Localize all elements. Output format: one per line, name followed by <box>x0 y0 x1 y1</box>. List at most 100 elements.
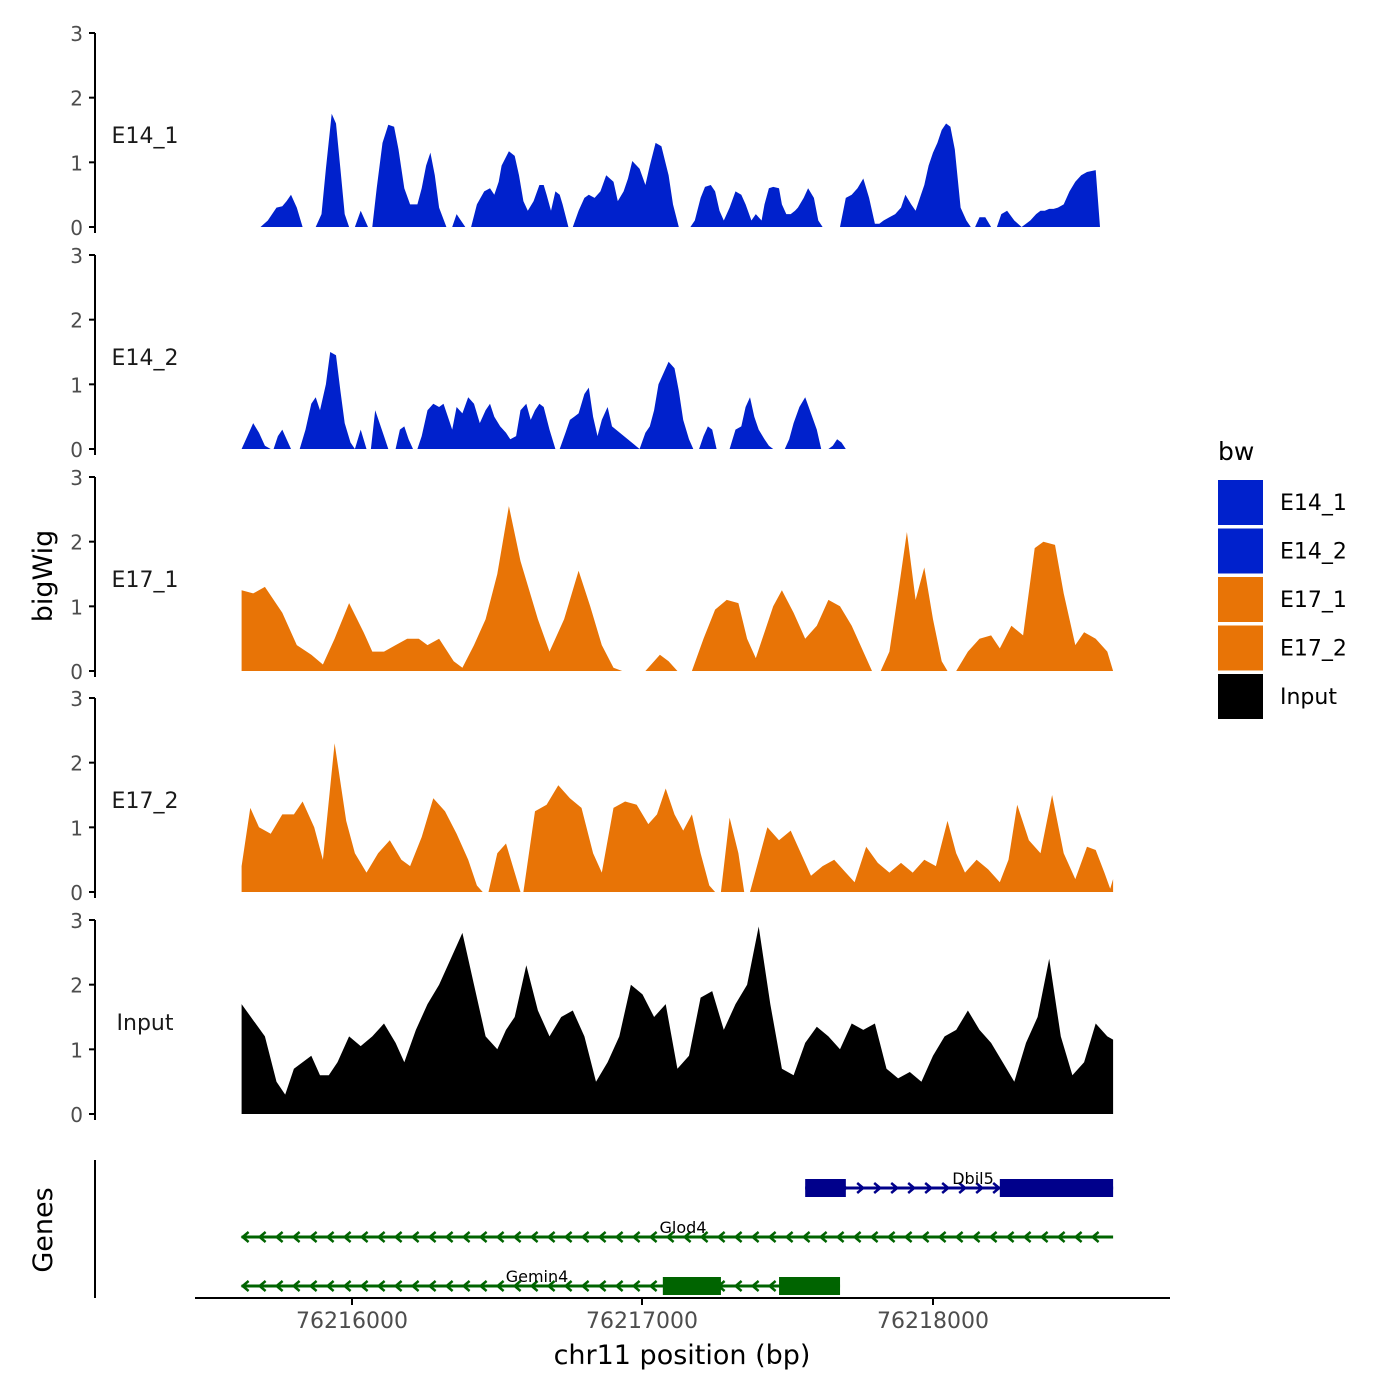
gene-label: Dbil5 <box>952 1169 994 1188</box>
track-Input: 0 1 2 3 Input <box>70 909 1114 1127</box>
legend-label: Input <box>1280 685 1337 710</box>
x-tick-label: 76217000 <box>586 1309 698 1334</box>
y-tick-label: 3 <box>70 22 83 46</box>
track-label: E17_1 <box>112 568 179 593</box>
strand-arrow <box>376 1231 386 1243</box>
strand-arrow <box>580 1231 590 1243</box>
strand-arrow <box>495 1231 505 1243</box>
y-tick-label: 3 <box>70 687 83 711</box>
y-tick-label: 1 <box>70 373 83 397</box>
y-tick-label: 1 <box>70 816 83 840</box>
track-E17_1: 0 1 2 3 E17_1 <box>70 466 1114 684</box>
strand-arrow <box>682 1231 692 1243</box>
strand-arrow <box>427 1231 437 1243</box>
y-tick-label: 1 <box>70 595 83 619</box>
x-tick-label: 76218000 <box>877 1309 989 1334</box>
exon-block <box>999 1179 1114 1197</box>
strand-arrow <box>631 1280 641 1292</box>
strand-arrow <box>325 1231 335 1243</box>
strand-arrow <box>563 1231 573 1243</box>
strand-arrow <box>342 1231 352 1243</box>
strand-arrow <box>988 1231 998 1243</box>
legend: bw E14_1 E14_2 E17_1 E17_2 Input <box>1218 437 1347 719</box>
legend-title: bw <box>1218 437 1254 466</box>
gene-Glod4: Glod4 <box>240 1218 1114 1243</box>
strand-arrow <box>359 1280 369 1292</box>
strand-arrow <box>427 1280 437 1292</box>
strand-arrow <box>444 1231 454 1243</box>
y-tick-label: 2 <box>70 752 83 776</box>
strand-arrow <box>1005 1231 1015 1243</box>
y-tick-label: 0 <box>70 881 83 905</box>
genes-axis-title: Genes <box>28 1187 59 1272</box>
strand-arrow <box>941 1182 951 1194</box>
strand-arrow <box>873 1182 883 1194</box>
tracks-layer: 0 1 2 3 E14_1 0 1 2 3 E14_2 0 1 2 3 E17_1 0 1 2 3 E17_2 0 1 2 3… <box>70 22 1114 1127</box>
strand-arrow <box>907 1182 917 1194</box>
strand-arrow <box>342 1280 352 1292</box>
strand-arrow <box>954 1231 964 1243</box>
strand-arrow <box>920 1231 930 1243</box>
strand-arrow <box>393 1280 403 1292</box>
strand-arrow <box>580 1280 590 1292</box>
track-area-E17_2 <box>241 743 1114 892</box>
strand-arrow <box>444 1280 454 1292</box>
genes-layer: Dbil5 Glod4 Gemin4 <box>94 1160 1114 1298</box>
strand-arrow <box>733 1280 743 1292</box>
strand-arrow <box>975 1182 985 1194</box>
strand-arrow <box>359 1231 369 1243</box>
strand-arrow <box>274 1231 284 1243</box>
y-tick-label: 3 <box>70 244 83 268</box>
legend-swatch <box>1218 674 1263 719</box>
strand-arrow <box>958 1182 968 1194</box>
strand-arrow <box>478 1280 488 1292</box>
strand-arrow <box>291 1231 301 1243</box>
gene-Dbil5: Dbil5 <box>805 1169 1114 1197</box>
strand-arrow <box>750 1231 760 1243</box>
strand-arrow <box>597 1280 607 1292</box>
gene-Gemin4: Gemin4 <box>240 1267 841 1295</box>
legend-swatch <box>1218 528 1263 574</box>
track-label: Input <box>117 1011 174 1036</box>
strand-arrow <box>648 1280 658 1292</box>
strand-arrow <box>869 1231 879 1243</box>
track-E17_2: 0 1 2 3 E17_2 <box>70 687 1114 905</box>
strand-arrow <box>716 1231 726 1243</box>
x-tick-label: 76216000 <box>296 1309 408 1334</box>
track-E14_2: 0 1 2 3 E14_2 <box>70 244 846 462</box>
strand-arrow <box>835 1231 845 1243</box>
strand-arrow <box>461 1280 471 1292</box>
track-area-E17_1 <box>241 506 1114 671</box>
y-tick-label: 2 <box>70 531 83 555</box>
strand-arrow <box>597 1231 607 1243</box>
exon-block <box>779 1277 841 1295</box>
strand-arrow <box>1022 1231 1032 1243</box>
strand-arrow <box>890 1182 900 1194</box>
y-tick-label: 0 <box>70 660 83 684</box>
strand-arrow <box>1056 1231 1066 1243</box>
strand-arrow <box>1090 1231 1100 1243</box>
strand-arrow <box>971 1231 981 1243</box>
strand-arrow <box>512 1280 522 1292</box>
strand-arrow <box>665 1231 675 1243</box>
track-E14_1: 0 1 2 3 E14_1 <box>70 22 1100 240</box>
strand-arrow <box>801 1231 811 1243</box>
strand-arrow <box>992 1182 1002 1194</box>
strand-arrow <box>291 1280 301 1292</box>
strand-arrow <box>750 1280 760 1292</box>
track-area-E14_1 <box>260 113 1100 227</box>
strand-arrow <box>1073 1231 1083 1243</box>
legend-label: E17_2 <box>1280 637 1347 662</box>
strand-arrow <box>1039 1231 1049 1243</box>
track-label: E17_2 <box>112 789 179 814</box>
strand-arrow <box>767 1280 777 1292</box>
strand-arrow <box>410 1231 420 1243</box>
strand-arrow <box>614 1280 624 1292</box>
strand-arrow <box>393 1231 403 1243</box>
strand-arrow <box>257 1280 267 1292</box>
track-label: E14_2 <box>112 346 179 371</box>
strand-arrow <box>852 1231 862 1243</box>
y-tick-label: 0 <box>70 438 83 462</box>
strand-arrow <box>648 1231 658 1243</box>
